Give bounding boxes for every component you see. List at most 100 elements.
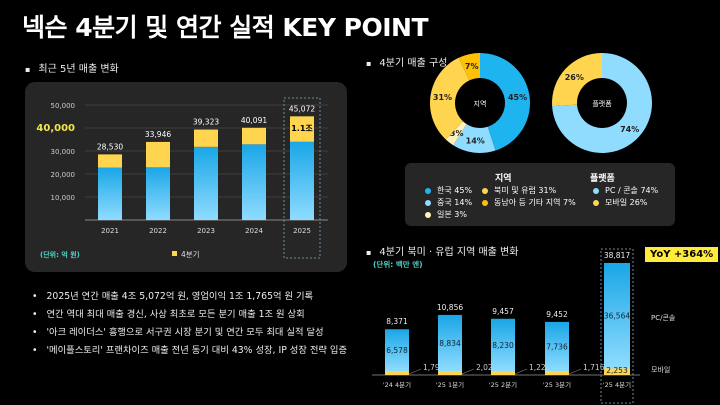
legend-item: 한국 45%: [425, 185, 472, 196]
legend-item: 모바일 26%: [593, 197, 647, 208]
legend-platform-title: 플랫폼: [590, 174, 615, 184]
x-tick-label: '25 3분기: [543, 380, 571, 389]
dot-icon: [593, 187, 599, 194]
leader-line: [461, 368, 475, 375]
dot-icon: [425, 187, 431, 194]
bar-annual-base: [194, 146, 218, 220]
highlight-item: 2025년 연간 매출 4조 5,072억 원, 영업이익 1조 1,765억 …: [32, 288, 347, 306]
mobile-value-label: 1,716: [583, 363, 605, 372]
legend-label: 모바일 26%: [605, 198, 648, 207]
leader-line: [408, 368, 422, 375]
x-tick-label: '25 2분기: [489, 380, 517, 389]
legend-region-title: 지역: [495, 174, 512, 184]
mobile-value-label: 2,253: [606, 366, 628, 375]
dot-icon: [425, 211, 431, 218]
x-tick-label: 2021: [101, 227, 119, 235]
bar-annual-base: [242, 144, 266, 220]
x-tick-label: 2024: [245, 227, 263, 235]
highlight-item: '메이플스토리' 프랜차이즈 매출 전년 동기 대비 43% 성장, IP 성장…: [32, 342, 347, 360]
legend-item: 중국 14%: [425, 197, 472, 208]
bar-mobile: [491, 371, 515, 375]
legend-label: 동남아 등 기타 지역 7%: [494, 198, 576, 207]
donut-slice: [445, 121, 467, 146]
bar-pc-console: [385, 329, 409, 371]
bar-pc-console: [604, 263, 630, 369]
slice-label: 74%: [620, 125, 639, 134]
annotation-label: 1.1조: [291, 124, 313, 133]
donut-slice: [552, 53, 652, 153]
y-tick-label: 20,000: [51, 171, 76, 179]
donut-slice: [480, 53, 530, 151]
x-tick-label: 2025: [293, 227, 311, 235]
series-label-mobile: 모바일: [651, 365, 670, 374]
total-label: 45,072: [289, 104, 315, 113]
bar-mobile: [545, 371, 569, 375]
legend-item: PC / 콘솔 74%: [593, 185, 658, 196]
x-tick-label: '25 4분기: [603, 380, 631, 389]
total-label: 9,457: [492, 307, 514, 316]
total-label: 39,323: [193, 118, 219, 127]
slice-label: 26%: [565, 73, 584, 82]
page-title: 넥슨 4분기 및 연간 실적 KEY POINT: [22, 13, 429, 42]
legend-item: 동남아 등 기타 지역 7%: [482, 197, 576, 208]
bar-pc-console: [491, 318, 515, 371]
x-tick-label: '24 4분기: [383, 380, 411, 389]
legend-label: 중국 14%: [437, 198, 473, 207]
donut-slice: [429, 57, 470, 140]
mobile-value-label: 2,022: [476, 363, 498, 372]
total-label: 38,817: [604, 251, 630, 260]
legend-item: 북미 및 유럽 31%: [482, 185, 556, 196]
donut-center-label: 플랫폼: [592, 99, 612, 108]
donut-slice: [552, 53, 602, 107]
yoy-badge: YoY +364%: [645, 247, 719, 262]
mobile-value-label: 1,227: [529, 363, 551, 372]
donut-slice: [458, 53, 480, 81]
dot-icon: [482, 187, 488, 194]
legend-label: 북미 및 유럽 31%: [494, 186, 557, 195]
bar-q4: [290, 116, 314, 142]
bar-annual-base: [98, 167, 122, 220]
leader-line: [568, 368, 582, 375]
legend-swatch: [172, 251, 177, 256]
legend-label: PC / 콘솔 74%: [605, 186, 659, 195]
bar-mobile: [604, 368, 630, 375]
slice-label: 45%: [508, 93, 527, 102]
x-tick-label: 2022: [149, 227, 167, 235]
bar-q4: [146, 141, 170, 168]
slice-label: 3%: [450, 129, 464, 138]
highlight-box: [283, 97, 321, 259]
y-tick-label: 40,000: [36, 123, 75, 134]
total-label: 28,530: [97, 142, 123, 151]
total-label: 8,371: [386, 317, 408, 326]
y-tick-label: 30,000: [51, 148, 76, 156]
donut-legend: 지역 플랫폼 한국 45% 중국 14% 일본 3% 북미 및 유럽 31% 동…: [405, 163, 675, 226]
slice-label: 14%: [466, 137, 485, 146]
pc-value-label: 8,230: [492, 341, 514, 350]
slice-label: 7%: [465, 62, 479, 71]
x-tick-label: 2023: [197, 227, 215, 235]
bar-annual-base: [146, 167, 170, 220]
donut-slice: [453, 124, 496, 153]
bar-pc-console: [438, 314, 462, 371]
total-label: 40,091: [241, 116, 267, 125]
legend-item: 일본 3%: [425, 209, 467, 220]
bar-pc-console: [545, 321, 569, 371]
bar-mobile: [438, 371, 462, 375]
unit-label: (단위: 백만 엔): [373, 260, 423, 269]
pc-value-label: 7,736: [546, 342, 568, 351]
bar-q4: [194, 129, 218, 147]
bar-q4: [98, 154, 122, 168]
highlights-list: 2025년 연간 매출 4조 5,072억 원, 영업이익 1조 1,765억 …: [32, 288, 347, 360]
section-heading-q4-composition: 4분기 매출 구성: [366, 54, 447, 69]
pc-value-label: 6,578: [386, 346, 408, 355]
dot-icon: [482, 199, 488, 206]
legend-label: 일본 3%: [437, 210, 467, 219]
unit-label: (단위: 억 원): [40, 250, 80, 259]
section-heading-5yr: 최근 5년 매출 변화: [25, 60, 118, 75]
bar-mobile: [385, 371, 409, 375]
bar-q4: [242, 127, 266, 145]
dot-icon: [425, 199, 431, 206]
highlight-item: 연간 역대 최대 매출 경신, 사상 최초로 모든 분기 매출 1조 원 상회: [32, 306, 347, 324]
highlight-box: [600, 248, 634, 404]
